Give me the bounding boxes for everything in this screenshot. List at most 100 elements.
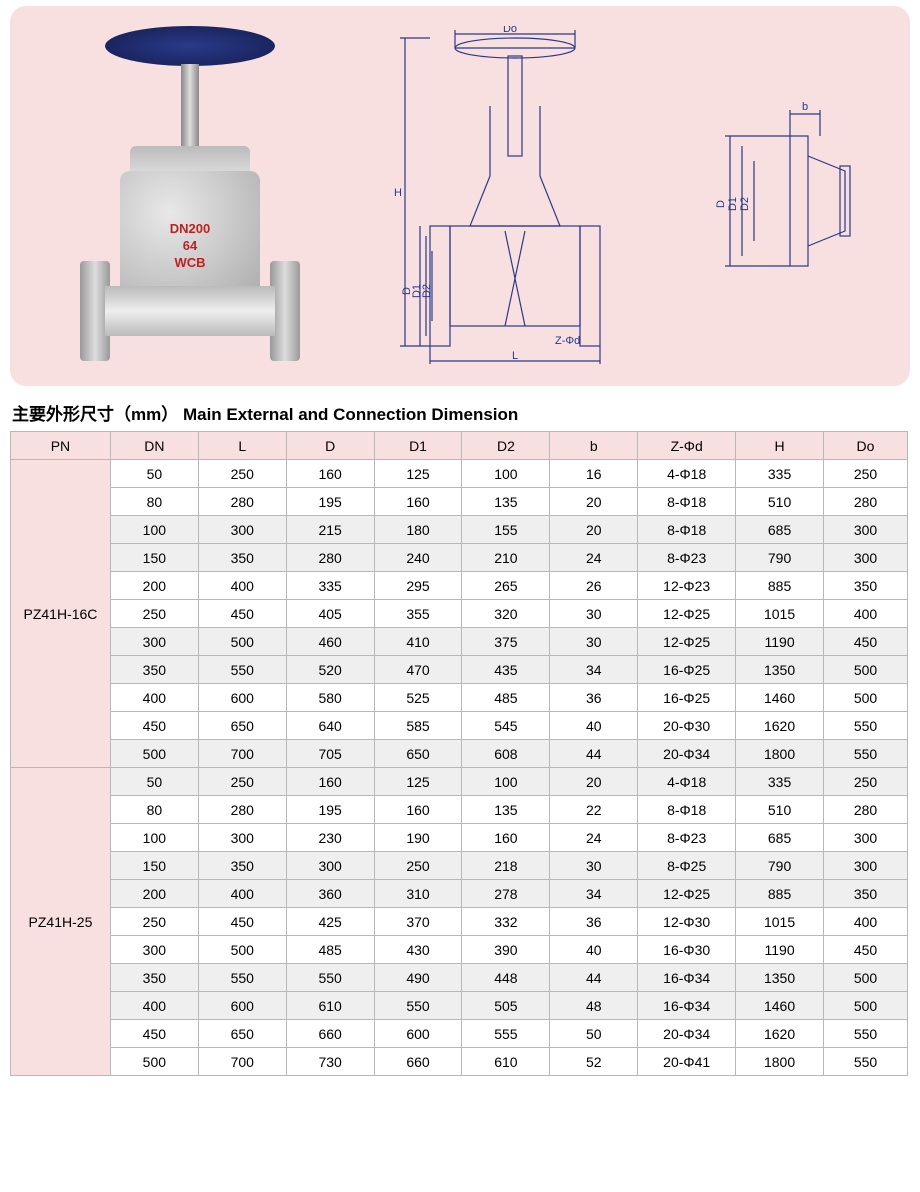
dim-d1-f: D1	[727, 197, 739, 211]
data-cell: 350	[110, 656, 198, 684]
data-cell: 265	[462, 572, 550, 600]
data-cell: 34	[550, 656, 638, 684]
data-cell: 370	[374, 908, 462, 936]
data-cell: 80	[110, 796, 198, 824]
data-cell: 1350	[736, 964, 824, 992]
flange-drawing: b D D1 D2	[690, 96, 870, 296]
data-cell: 100	[110, 516, 198, 544]
data-cell: 700	[198, 740, 286, 768]
table-header-row: PNDNLDD1D2bZ-ΦdHDo	[11, 432, 908, 460]
data-cell: 250	[824, 768, 908, 796]
data-cell: 16	[550, 460, 638, 488]
data-cell: 20-Φ34	[638, 1020, 736, 1048]
pn-cell: PZ41H-25	[11, 768, 111, 1076]
data-cell: 400	[198, 880, 286, 908]
data-cell: 40	[550, 712, 638, 740]
data-cell: 250	[198, 768, 286, 796]
table-row: 100300230190160248-Φ23685300	[11, 824, 908, 852]
data-cell: 550	[824, 712, 908, 740]
data-cell: 310	[374, 880, 462, 908]
data-cell: 335	[736, 460, 824, 488]
table-row: 5007007056506084420-Φ341800550	[11, 740, 908, 768]
col-header: D1	[374, 432, 462, 460]
table-row: 4006005805254853616-Φ251460500	[11, 684, 908, 712]
image-panel: DN200 64 WCB	[10, 6, 910, 386]
data-cell: 100	[462, 460, 550, 488]
data-cell: 350	[198, 852, 286, 880]
data-cell: 300	[824, 544, 908, 572]
data-cell: 400	[824, 600, 908, 628]
data-cell: 20-Φ34	[638, 740, 736, 768]
data-cell: 685	[736, 824, 824, 852]
data-cell: 450	[824, 628, 908, 656]
data-cell: 500	[198, 628, 286, 656]
data-cell: 550	[198, 964, 286, 992]
section-drawing: Do H D D1 D2 L Z-Φd	[370, 26, 650, 366]
data-cell: 195	[286, 488, 374, 516]
data-cell: 12-Φ30	[638, 908, 736, 936]
data-cell: 22	[550, 796, 638, 824]
data-cell: 525	[374, 684, 462, 712]
table-row: PZ41H-16C50250160125100164-Φ18335250	[11, 460, 908, 488]
data-cell: 1190	[736, 936, 824, 964]
data-cell: 550	[286, 964, 374, 992]
data-cell: 48	[550, 992, 638, 1020]
data-cell: 550	[824, 740, 908, 768]
data-cell: 545	[462, 712, 550, 740]
data-cell: 52	[550, 1048, 638, 1076]
table-row: 100300215180155208-Φ18685300	[11, 516, 908, 544]
data-cell: 30	[550, 852, 638, 880]
data-cell: 240	[374, 544, 462, 572]
data-cell: 320	[462, 600, 550, 628]
data-cell: 160	[374, 796, 462, 824]
data-cell: 885	[736, 572, 824, 600]
data-cell: 8-Φ18	[638, 488, 736, 516]
data-cell: 150	[110, 852, 198, 880]
col-header: L	[198, 432, 286, 460]
col-header: H	[736, 432, 824, 460]
data-cell: 550	[824, 1048, 908, 1076]
data-cell: 300	[824, 852, 908, 880]
data-cell: 650	[374, 740, 462, 768]
data-cell: 125	[374, 768, 462, 796]
data-cell: 448	[462, 964, 550, 992]
data-cell: 1800	[736, 1048, 824, 1076]
data-cell: 355	[374, 600, 462, 628]
data-cell: 350	[824, 572, 908, 600]
dim-d2: D2	[421, 284, 433, 298]
data-cell: 600	[374, 1020, 462, 1048]
valve-pipe	[105, 286, 275, 336]
table-title: 主要外形尺寸（mm） Main External and Connection …	[12, 400, 910, 425]
data-cell: 250	[110, 908, 198, 936]
data-cell: 400	[824, 908, 908, 936]
data-cell: 600	[198, 992, 286, 1020]
data-cell: 500	[110, 1048, 198, 1076]
data-cell: 500	[198, 936, 286, 964]
data-cell: 640	[286, 712, 374, 740]
data-cell: 12-Φ25	[638, 600, 736, 628]
table-row: 2504504053553203012-Φ251015400	[11, 600, 908, 628]
marking-dn: DN200	[170, 221, 210, 236]
data-cell: 50	[110, 460, 198, 488]
data-cell: 470	[374, 656, 462, 684]
valve-photo: DN200 64 WCB	[50, 26, 330, 366]
data-cell: 335	[286, 572, 374, 600]
data-cell: 20	[550, 488, 638, 516]
data-cell: 375	[462, 628, 550, 656]
data-cell: 300	[824, 516, 908, 544]
data-cell: 215	[286, 516, 374, 544]
col-header: D	[286, 432, 374, 460]
data-cell: 100	[462, 768, 550, 796]
table-row: 2004003352952652612-Φ23885350	[11, 572, 908, 600]
data-cell: 250	[110, 600, 198, 628]
data-cell: 218	[462, 852, 550, 880]
data-cell: 4-Φ18	[638, 460, 736, 488]
data-cell: 200	[110, 880, 198, 908]
data-cell: 12-Φ23	[638, 572, 736, 600]
data-cell: 608	[462, 740, 550, 768]
data-cell: 332	[462, 908, 550, 936]
col-header: PN	[11, 432, 111, 460]
data-cell: 8-Φ23	[638, 544, 736, 572]
data-cell: 24	[550, 544, 638, 572]
data-cell: 1620	[736, 1020, 824, 1048]
